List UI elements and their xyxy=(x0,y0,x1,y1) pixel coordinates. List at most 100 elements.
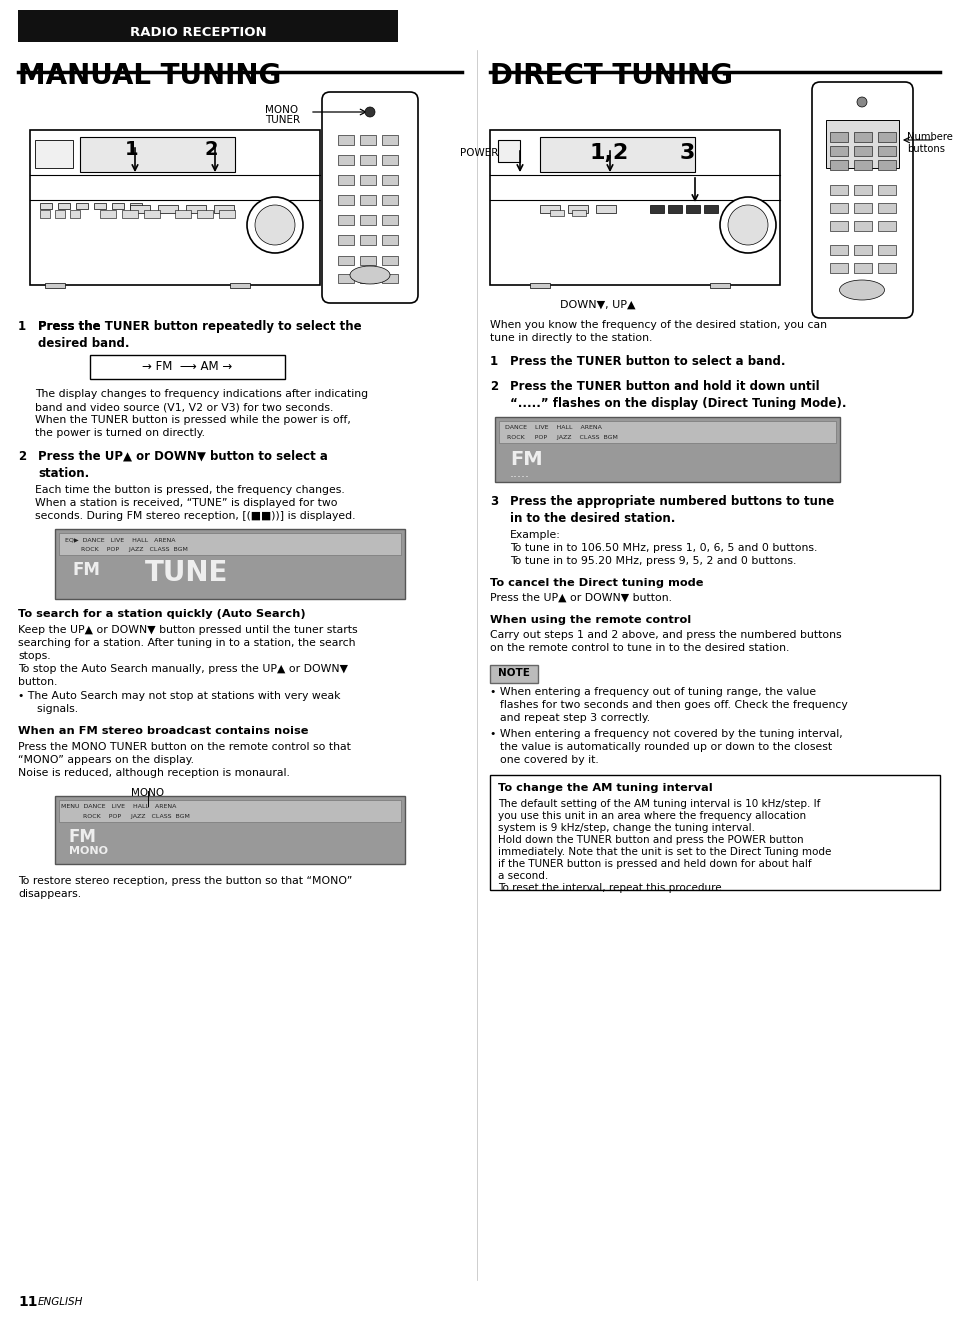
Text: • When entering a frequency out of tuning range, the value: • When entering a frequency out of tunin… xyxy=(490,688,815,697)
Bar xyxy=(877,132,895,142)
Bar xyxy=(853,146,871,156)
Bar xyxy=(853,185,871,196)
Text: seconds. During FM stereo reception, [(■■))] is displayed.: seconds. During FM stereo reception, [(■… xyxy=(35,511,355,521)
Bar xyxy=(337,274,354,283)
Bar xyxy=(495,418,840,481)
Bar xyxy=(877,203,895,213)
Bar xyxy=(30,130,319,285)
Bar xyxy=(877,263,895,273)
Text: Numbered: Numbered xyxy=(906,132,953,142)
Text: 1: 1 xyxy=(490,355,497,368)
Text: FM: FM xyxy=(73,561,101,579)
Text: Press the appropriate numbered buttons to tune: Press the appropriate numbered buttons t… xyxy=(510,495,833,508)
Ellipse shape xyxy=(350,266,390,285)
Text: FM: FM xyxy=(69,829,97,846)
Bar xyxy=(877,146,895,156)
Text: POWER: POWER xyxy=(459,148,497,158)
Text: • The Auto Search may not stop at stations with very weak: • The Auto Search may not stop at statio… xyxy=(18,692,340,701)
Bar xyxy=(381,156,397,165)
Bar xyxy=(130,203,142,209)
Bar xyxy=(490,665,537,684)
Bar xyxy=(685,205,700,213)
Text: EQ▶  DANCE   LIVE    HALL   ARENA: EQ▶ DANCE LIVE HALL ARENA xyxy=(65,537,175,543)
Bar xyxy=(829,185,847,196)
Text: desired band.: desired band. xyxy=(38,336,130,350)
Bar xyxy=(853,132,871,142)
Bar xyxy=(381,176,397,185)
Bar xyxy=(112,203,124,209)
Text: To stop the Auto Search manually, press the UP▲ or DOWN▼: To stop the Auto Search manually, press … xyxy=(18,664,348,674)
Text: 3: 3 xyxy=(679,144,695,164)
Text: MENU  DANCE   LIVE    HALL   ARENA: MENU DANCE LIVE HALL ARENA xyxy=(61,805,176,809)
Text: To tune in to 95.20 MHz, press 9, 5, 2 and 0 buttons.: To tune in to 95.20 MHz, press 9, 5, 2 a… xyxy=(510,556,796,567)
Bar xyxy=(40,203,52,209)
Text: system is 9 kHz/step, change the tuning interval.: system is 9 kHz/step, change the tuning … xyxy=(497,823,754,833)
Bar xyxy=(550,210,563,215)
Ellipse shape xyxy=(839,281,883,301)
Text: 11: 11 xyxy=(18,1295,37,1309)
Text: • When entering a frequency not covered by the tuning interval,: • When entering a frequency not covered … xyxy=(490,729,841,739)
Text: When you know the frequency of the desired station, you can: When you know the frequency of the desir… xyxy=(490,321,826,330)
Text: Press the MONO TUNER button on the remote control so that: Press the MONO TUNER button on the remot… xyxy=(18,742,351,751)
Bar xyxy=(877,221,895,231)
Text: TUNE: TUNE xyxy=(145,559,228,587)
Bar xyxy=(59,533,400,555)
Bar xyxy=(829,203,847,213)
Bar xyxy=(381,215,397,225)
Circle shape xyxy=(254,205,294,245)
Bar xyxy=(359,274,375,283)
Text: Press the TUNER button and hold it down until: Press the TUNER button and hold it down … xyxy=(510,380,819,392)
Bar xyxy=(381,136,397,145)
Circle shape xyxy=(365,106,375,117)
Bar xyxy=(18,11,397,43)
Bar xyxy=(337,215,354,225)
Bar xyxy=(877,160,895,170)
Bar xyxy=(337,196,354,205)
Bar xyxy=(539,137,695,172)
Text: Keep the UP▲ or DOWN▼ button pressed until the tuner starts: Keep the UP▲ or DOWN▼ button pressed unt… xyxy=(18,625,357,634)
Text: the value is automatically rounded up or down to the closest: the value is automatically rounded up or… xyxy=(499,742,831,751)
Bar xyxy=(337,235,354,245)
Bar xyxy=(359,136,375,145)
Bar xyxy=(213,205,233,213)
Bar xyxy=(825,120,898,168)
Bar xyxy=(230,283,250,289)
Bar xyxy=(186,205,206,213)
Text: you use this unit in an area where the frequency allocation: you use this unit in an area where the f… xyxy=(497,811,805,821)
Text: To tune in to 106.50 MHz, press 1, 0, 6, 5 and 0 buttons.: To tune in to 106.50 MHz, press 1, 0, 6,… xyxy=(510,543,817,553)
Text: if the TUNER button is pressed and held down for about half: if the TUNER button is pressed and held … xyxy=(497,859,811,868)
Bar xyxy=(877,185,895,196)
Text: FM: FM xyxy=(510,450,542,469)
Text: tune in directly to the station.: tune in directly to the station. xyxy=(490,332,652,343)
Text: ENGLISH: ENGLISH xyxy=(38,1297,83,1307)
Text: 3: 3 xyxy=(490,495,497,508)
Bar xyxy=(497,140,519,162)
Text: 2: 2 xyxy=(490,380,497,392)
Bar xyxy=(667,205,681,213)
Bar xyxy=(144,210,160,218)
Text: The display changes to frequency indications after indicating: The display changes to frequency indicat… xyxy=(35,388,368,399)
Text: DANCE    LIVE    HALL    ARENA: DANCE LIVE HALL ARENA xyxy=(504,426,601,430)
Bar xyxy=(709,283,729,289)
Text: station.: station. xyxy=(38,467,90,480)
Text: ROCK    POP     JAZZ   CLASS  BGM: ROCK POP JAZZ CLASS BGM xyxy=(65,814,190,819)
Text: flashes for two seconds and then goes off. Check the frequency: flashes for two seconds and then goes of… xyxy=(499,700,847,710)
Text: on the remote control to tune in to the desired station.: on the remote control to tune in to the … xyxy=(490,642,788,653)
Text: Noise is reduced, although reception is monaural.: Noise is reduced, although reception is … xyxy=(18,767,290,778)
FancyBboxPatch shape xyxy=(811,82,912,318)
Bar xyxy=(877,245,895,255)
Circle shape xyxy=(247,197,303,253)
Bar xyxy=(829,263,847,273)
Text: disappears.: disappears. xyxy=(18,888,81,899)
Text: To restore stereo reception, press the button so that “MONO”: To restore stereo reception, press the b… xyxy=(18,876,352,886)
Bar xyxy=(853,160,871,170)
Bar xyxy=(59,801,400,822)
Text: signals.: signals. xyxy=(30,704,78,714)
Bar xyxy=(359,255,375,265)
Bar xyxy=(55,795,405,864)
Text: The default setting of the AM tuning interval is 10 kHz/step. If: The default setting of the AM tuning int… xyxy=(497,799,820,809)
Text: DIRECT TUNING: DIRECT TUNING xyxy=(490,63,732,90)
Bar xyxy=(158,205,178,213)
Text: 1: 1 xyxy=(125,140,138,160)
Text: a second.: a second. xyxy=(497,871,548,880)
